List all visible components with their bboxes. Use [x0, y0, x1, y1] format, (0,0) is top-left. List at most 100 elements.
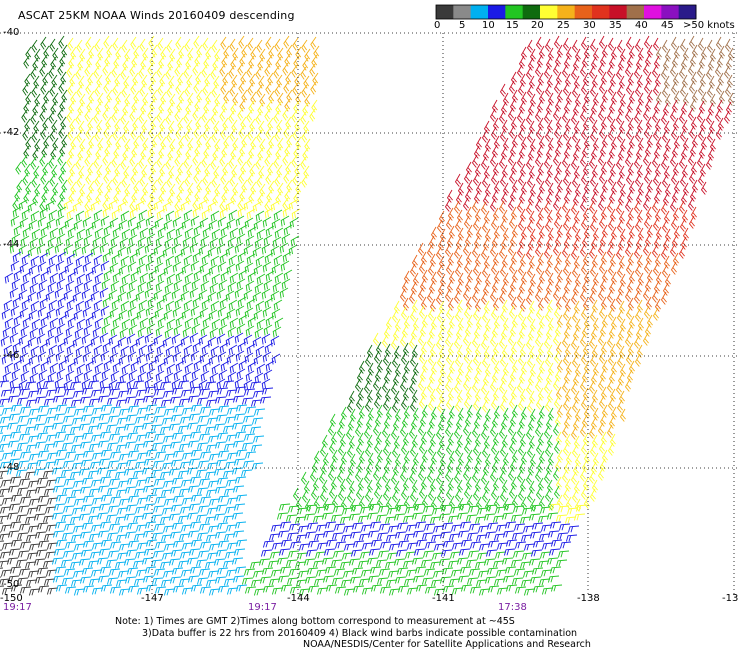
wind-barb — [591, 344, 598, 358]
wind-barb — [85, 270, 95, 282]
wind-barb — [184, 362, 194, 374]
wind-barb — [51, 557, 64, 565]
wind-barb — [222, 515, 235, 523]
wind-barb — [96, 557, 109, 565]
wind-barb — [359, 551, 372, 559]
wind-barb — [169, 441, 182, 449]
wind-barb — [283, 269, 293, 281]
wind-barb — [463, 440, 470, 454]
wind-barb — [0, 540, 5, 542]
wind-barb — [129, 153, 136, 167]
wind-barb — [510, 341, 517, 355]
wind-barb — [121, 39, 128, 53]
wind-barb — [471, 469, 478, 483]
wind-barb — [583, 360, 590, 374]
wind-barb — [393, 390, 400, 404]
wind-barb — [484, 408, 491, 422]
wind-barb — [489, 243, 496, 257]
wind-barb — [706, 129, 713, 143]
wind-barb — [358, 360, 365, 374]
wind-barb — [136, 587, 149, 595]
wind-barb — [262, 306, 272, 318]
wind-barb — [207, 525, 220, 533]
wind-barb — [393, 558, 406, 566]
wind-barb — [600, 206, 607, 220]
wind-barb — [73, 498, 86, 506]
wind-barb — [412, 407, 419, 421]
wind-barb — [626, 189, 633, 203]
wind-barb — [538, 450, 545, 464]
wind-barb — [598, 35, 605, 49]
wind-barb — [324, 521, 337, 529]
wind-barb — [495, 524, 508, 532]
wind-barb — [430, 361, 437, 375]
wind-barb — [592, 227, 599, 241]
wind-barb — [691, 134, 698, 148]
wind-barb — [439, 363, 446, 377]
wind-barb — [247, 316, 257, 328]
wind-barb — [304, 576, 317, 584]
wind-barb — [539, 551, 552, 559]
wind-barb — [483, 210, 490, 224]
wind-barb — [103, 269, 113, 281]
wind-barb — [664, 228, 671, 242]
wind-barb — [67, 226, 77, 238]
wind-barb — [474, 253, 481, 267]
wind-barb — [155, 370, 165, 382]
wind-barb — [375, 431, 382, 445]
wind-barb — [608, 55, 615, 69]
wind-barb — [89, 461, 102, 469]
wind-barb — [464, 188, 471, 202]
wind-barb — [610, 136, 617, 150]
wind-barb — [67, 316, 77, 328]
wind-barb — [600, 251, 607, 265]
wind-barb — [301, 489, 308, 503]
wind-barb — [189, 566, 202, 574]
wind-barb — [94, 83, 101, 97]
wind-barb — [652, 217, 659, 231]
wind-barb — [10, 404, 23, 412]
wind-barb — [627, 297, 634, 311]
wind-barb — [553, 170, 560, 184]
wind-barb — [106, 397, 119, 405]
wind-barb — [10, 215, 20, 227]
wind-barb — [444, 423, 451, 437]
wind-barb — [476, 507, 489, 515]
wind-barb — [219, 108, 226, 122]
wind-barb — [199, 217, 209, 229]
wind-barb — [634, 308, 641, 322]
wind-barb — [190, 494, 203, 502]
wind-barb — [412, 452, 419, 466]
wind-barb — [432, 570, 445, 578]
wind-barb — [217, 450, 230, 458]
wind-barb — [590, 281, 597, 295]
wind-barb — [464, 278, 471, 292]
wind-barb — [697, 82, 704, 96]
wind-barb — [153, 523, 166, 531]
wind-barb — [535, 171, 542, 185]
wind-barb — [7, 440, 20, 448]
wind-barb — [67, 172, 74, 186]
wind-barb — [4, 317, 14, 329]
wind-barb — [265, 270, 275, 282]
wind-barb — [24, 381, 37, 389]
wind-barb — [609, 343, 616, 357]
wind-barb — [265, 36, 272, 50]
wind-barb — [520, 451, 527, 465]
wind-barb — [561, 244, 568, 258]
wind-barb — [55, 449, 68, 457]
wind-barb — [550, 539, 563, 547]
wind-barb — [192, 206, 202, 218]
wind-barb — [27, 525, 40, 533]
wind-barb — [61, 397, 74, 405]
wind-barb — [216, 432, 229, 440]
wind-barb — [18, 523, 31, 531]
wind-barb — [9, 242, 19, 254]
wind-barb — [174, 252, 184, 264]
wind-barb — [543, 470, 550, 484]
wind-barb — [181, 218, 191, 230]
wind-barb — [377, 550, 390, 558]
wind-barb — [121, 228, 131, 240]
wind-barb — [507, 152, 514, 166]
wind-barb — [182, 281, 192, 293]
